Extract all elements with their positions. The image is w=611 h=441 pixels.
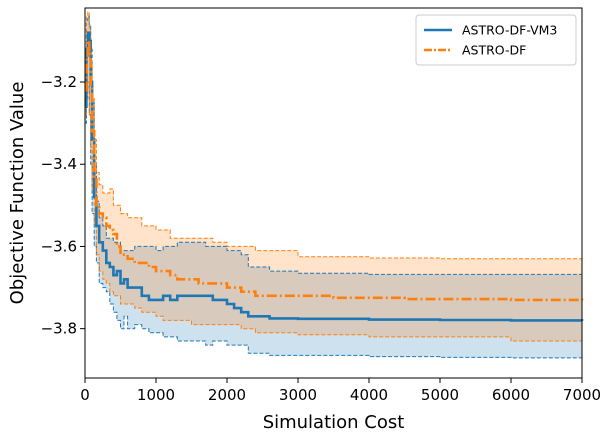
- legend-label-astro-df: ASTRO-DF: [462, 43, 526, 58]
- x-tick-label: 0: [80, 386, 90, 404]
- upper-bound-astro-df-vm3: [85, 15, 582, 275]
- y-tick-label: −3.6: [41, 237, 77, 255]
- band-astro-df: [85, 12, 582, 342]
- y-tick-label: −3.8: [41, 320, 77, 338]
- mean-line-layer: [85, 31, 584, 322]
- x-tick-label: 7000: [563, 386, 601, 404]
- x-tick-label: 1000: [137, 386, 175, 404]
- x-tick-label: 4000: [350, 386, 388, 404]
- plot-frame: [84, 7, 583, 379]
- x-tick-label: 2000: [208, 386, 246, 404]
- y-tick-label: −3.4: [41, 155, 77, 173]
- legend: ASTRO-DF-VM3 ASTRO-DF: [415, 14, 577, 66]
- band-astro-df-vm3: [85, 16, 582, 358]
- x-tick-label: 3000: [279, 386, 317, 404]
- y-axis: −3.8 −3.6 −3.4 −3.2: [41, 73, 85, 338]
- x-tick-label: 6000: [492, 386, 530, 404]
- mean-line-astro-df: [85, 39, 584, 302]
- lower-bound-astro-df-vm3: [85, 81, 582, 359]
- x-axis-title: Simulation Cost: [263, 412, 405, 433]
- y-tick-label: −3.2: [41, 73, 77, 91]
- x-axis: 0 1000 2000 3000 4000 5000 6000 7000: [80, 378, 601, 404]
- band-layer: [85, 12, 582, 358]
- legend-label-astro-df-vm3: ASTRO-DF-VM3: [462, 23, 557, 38]
- y-axis-title: Objective Function Value: [7, 82, 28, 305]
- legend-box: [415, 14, 577, 66]
- x-tick-label: 5000: [421, 386, 459, 404]
- lower-bound-astro-df: [85, 81, 583, 342]
